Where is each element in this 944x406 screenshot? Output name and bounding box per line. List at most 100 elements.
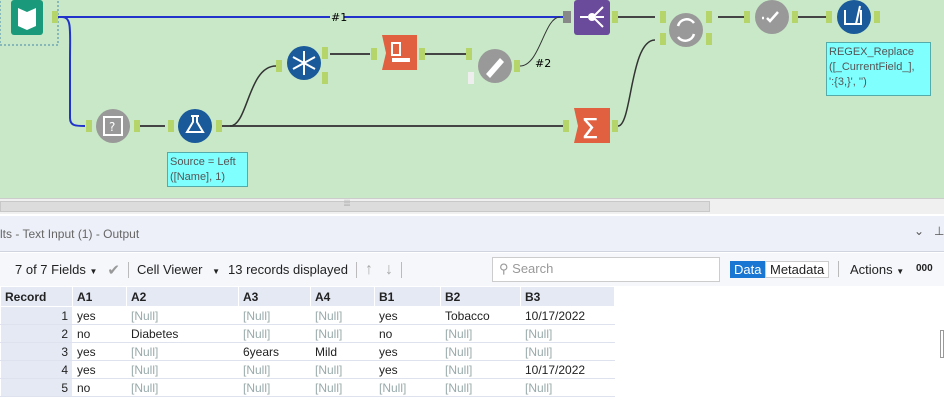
join-multiple-tool <box>669 13 703 47</box>
tab-data[interactable]: Data <box>730 261 766 278</box>
column-header-record[interactable]: Record <box>0 286 73 307</box>
chevron-down-icon[interactable]: ⌄ <box>914 224 925 238</box>
record-number[interactable]: 2 <box>0 324 73 343</box>
viewer-dropdown[interactable]: Cell Viewer ▼ <box>137 262 220 277</box>
table-cell[interactable]: Tobacco <box>440 306 521 325</box>
table-cell[interactable]: Diabetes <box>126 324 239 343</box>
fields-dropdown[interactable]: 7 of 7 Fields ▼ <box>15 262 97 277</box>
column-header-a2[interactable]: A2 <box>126 286 239 307</box>
comment-line: Source = Left <box>170 156 236 168</box>
table-cell[interactable]: [Null] <box>310 324 375 343</box>
connection-text-to-select <box>61 16 86 127</box>
table-cell[interactable]: yes <box>72 306 127 325</box>
pin-icon[interactable]: ⊥ <box>934 224 944 238</box>
table-cell[interactable]: [Null] <box>238 324 311 343</box>
table-cell[interactable]: [Null] <box>440 324 521 343</box>
unique-tool <box>287 46 321 80</box>
divider <box>127 261 129 278</box>
checkmark-icon[interactable]: ✔ <box>107 261 120 279</box>
grip-icon: ⦙⦙⦙ <box>344 199 351 209</box>
workflow-diagram: #1 #2 ? Σ <box>0 0 880 145</box>
arrow-down-icon[interactable]: ↓ <box>384 260 393 278</box>
records-displayed: 13 records displayed <box>228 262 348 277</box>
svg-text:Σ: Σ <box>581 112 599 145</box>
record-number[interactable]: 1 <box>0 306 73 325</box>
canvas-horizontal-scrollbar[interactable]: ⦙⦙⦙ <box>0 198 944 214</box>
caret-down-icon: ▼ <box>89 267 98 276</box>
summarize-tool: Σ <box>574 108 610 145</box>
table-cell[interactable]: 6years <box>238 342 311 361</box>
actions-label: Actions <box>850 262 893 277</box>
table-cell[interactable]: yes <box>72 342 127 361</box>
table-row[interactable]: 1 yes [Null] [Null] [Null] yes Tobacco 10/17/20… <box>0 306 615 325</box>
table-cell[interactable]: [Null] <box>440 360 521 379</box>
table-cell[interactable]: 10/17/2022 <box>520 360 615 379</box>
table-cell[interactable]: [Null] <box>520 342 615 361</box>
vertical-scrollbar[interactable] <box>940 330 944 358</box>
table-cell[interactable]: yes <box>374 360 441 379</box>
table-cell[interactable]: no <box>72 324 127 343</box>
table-cell[interactable]: [Null] <box>440 342 521 361</box>
record-number[interactable]: 5 <box>0 378 73 397</box>
text-input-tool <box>11 0 43 35</box>
table-cell[interactable]: [Null] <box>126 378 239 397</box>
divider <box>838 261 839 277</box>
table-row[interactable]: 3 yes [Null] 6years Mild yes [Null] [Null] <box>0 342 615 361</box>
table-cell[interactable]: yes <box>72 360 127 379</box>
workflow-canvas[interactable]: #1 #2 ? Σ Source = Left ([Name], 1) REGE… <box>0 0 944 198</box>
table-cell[interactable]: no <box>374 324 441 343</box>
sort-tool <box>382 35 417 70</box>
column-header-a4[interactable]: A4 <box>310 286 375 307</box>
record-number[interactable]: 4 <box>0 360 73 379</box>
table-cell[interactable]: yes <box>374 306 441 325</box>
scrollbar-thumb[interactable]: ⦙⦙⦙ <box>0 199 710 212</box>
table-cell[interactable]: [Null] <box>126 342 239 361</box>
table-cell[interactable]: [Null] <box>238 360 311 379</box>
comment-line: ([_CurrentField_], <box>829 61 915 73</box>
divider <box>400 261 402 278</box>
viewer-label: Cell Viewer <box>136 262 203 277</box>
record-number[interactable]: 3 <box>0 342 73 361</box>
comment-line: REGEX_Replace <box>829 46 914 58</box>
search-input[interactable]: ⚲ Search <box>492 257 720 282</box>
table-cell[interactable]: [Null] <box>310 306 375 325</box>
table-cell[interactable]: [Null] <box>520 378 615 397</box>
arrow-up-icon[interactable]: ↑ <box>364 260 373 278</box>
formula-comment[interactable]: Source = Left ([Name], 1) <box>167 152 248 187</box>
table-cell[interactable]: [Null] <box>374 378 441 397</box>
results-table: Record A1 A2 A3 A4 B1 B2 B3 1 yes [Null] [Null] [Nu… <box>0 286 615 397</box>
search-placeholder: Search <box>512 261 554 276</box>
column-header-a3[interactable]: A3 <box>238 286 311 307</box>
table-cell[interactable]: Mild <box>310 342 375 361</box>
search-icon: ⚲ <box>499 261 509 276</box>
table-cell[interactable]: [Null] <box>520 324 615 343</box>
column-header-b3[interactable]: B3 <box>520 286 615 307</box>
table-cell[interactable]: no <box>72 378 127 397</box>
fields-label: 7 of 7 Fields <box>15 262 86 277</box>
table-cell[interactable]: [Null] <box>238 378 311 397</box>
table-cell[interactable]: [Null] <box>310 378 375 397</box>
table-header-row: Record A1 A2 A3 A4 B1 B2 B3 <box>0 286 615 307</box>
regex-comment[interactable]: REGEX_Replace ([_CurrentField_], ':{3,}'… <box>826 42 931 96</box>
caret-down-icon: ▼ <box>212 267 221 276</box>
table-cell[interactable]: [Null] <box>440 378 521 397</box>
table-cell[interactable]: [Null] <box>238 306 311 325</box>
column-header-b1[interactable]: B1 <box>374 286 441 307</box>
results-panel-header: lts - Text Input (1) - Output ⌄ ⊥ <box>0 216 944 252</box>
table-row[interactable]: 5 no [Null] [Null] [Null] [Null] [Null] [Null] <box>0 378 615 397</box>
table-row[interactable]: 2 no Diabetes [Null] [Null] no [Null] [Null] <box>0 324 615 343</box>
caret-down-icon: ▼ <box>896 267 905 276</box>
table-cell[interactable]: [Null] <box>126 306 239 325</box>
table-cell[interactable]: 10/17/2022 <box>520 306 615 325</box>
table-row[interactable]: 4 yes [Null] [Null] [Null] yes [Null] 10/17/202… <box>0 360 615 379</box>
extra-button[interactable]: 000 <box>916 263 933 274</box>
dynamic-rename-tool <box>478 49 512 83</box>
column-header-a1[interactable]: A1 <box>72 286 127 307</box>
table-cell[interactable]: [Null] <box>310 360 375 379</box>
actions-dropdown[interactable]: Actions ▼ <box>850 262 904 277</box>
results-title: lts - Text Input (1) - Output <box>0 227 140 241</box>
table-cell[interactable]: yes <box>374 342 441 361</box>
tab-metadata[interactable]: Metadata <box>765 261 830 278</box>
column-header-b2[interactable]: B2 <box>440 286 521 307</box>
table-cell[interactable]: [Null] <box>126 360 239 379</box>
